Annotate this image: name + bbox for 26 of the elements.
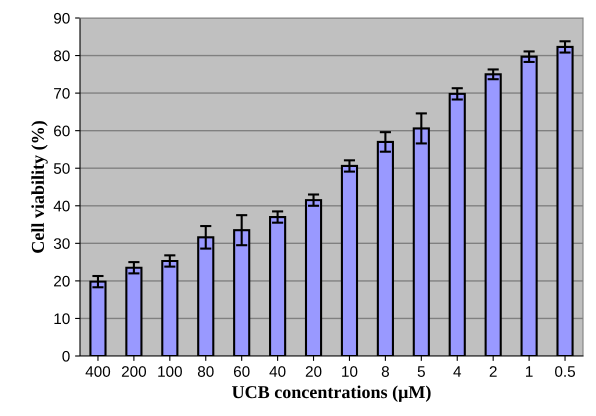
y-tick-label: 70 <box>54 88 70 99</box>
y-tick-label: 40 <box>54 200 70 212</box>
y-tick-label: 30 <box>54 238 70 250</box>
y-tick-label: 0 <box>62 350 70 362</box>
x-tick-label: 20 <box>306 366 322 377</box>
x-tick-label: 5 <box>418 366 425 377</box>
x-tick-label: 40 <box>269 366 286 377</box>
y-tick-label: 50 <box>54 163 70 174</box>
y-tick-label: 10 <box>54 313 70 324</box>
x-tick-label: 200 <box>122 366 146 377</box>
x-tick-label: 8 <box>382 366 389 377</box>
x-tick-label: 400 <box>86 366 110 377</box>
x-tick-label: 4 <box>453 366 462 377</box>
x-tick-label: 0.5 <box>555 366 576 377</box>
x-tick-label: 100 <box>158 366 182 377</box>
y-tick-label: 90 <box>54 12 70 24</box>
x-tick-label: 2 <box>490 366 497 377</box>
x-tick-label: 80 <box>198 366 214 377</box>
x-tick-label: 10 <box>342 366 358 377</box>
x-tick-label: 60 <box>234 366 250 377</box>
y-axis-title: Cell viability (%) <box>31 121 48 253</box>
x-tick-label: 1 <box>526 366 533 377</box>
x-axis-title: UCB concentrations (μM) <box>232 386 431 402</box>
y-tick-label: 80 <box>54 50 70 62</box>
y-tick-label: 60 <box>54 126 70 136</box>
y-tick-label: 20 <box>54 276 70 287</box>
